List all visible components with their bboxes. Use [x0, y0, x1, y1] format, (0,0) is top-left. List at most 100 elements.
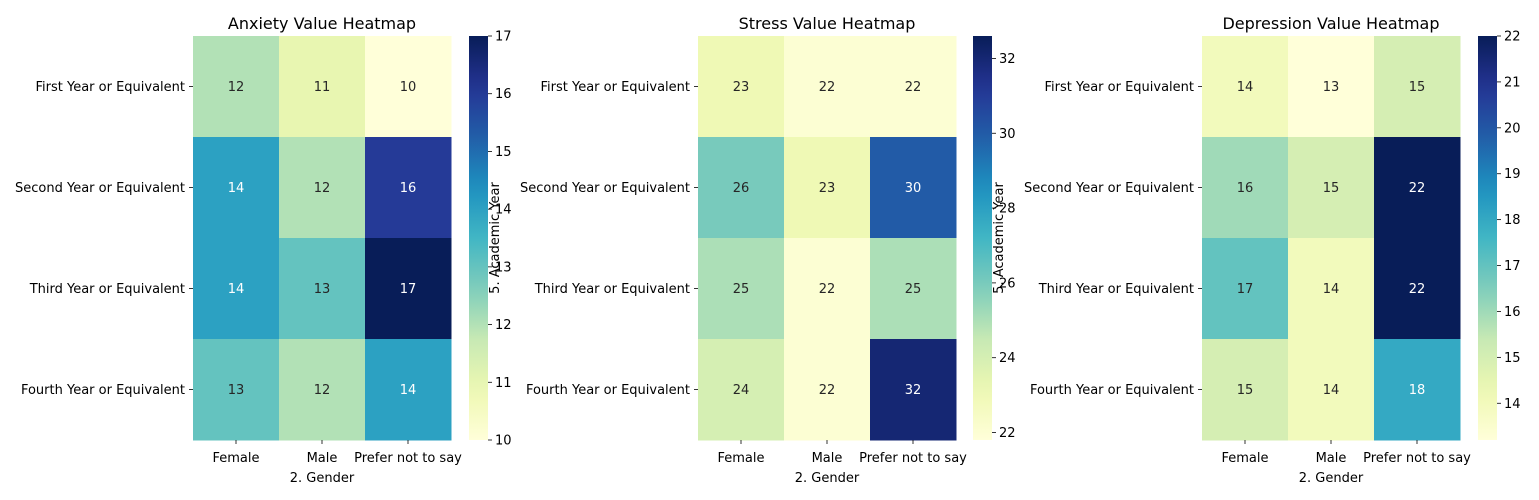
- heatmap-cell: [193, 36, 280, 138]
- cell-value-label: 17: [400, 282, 417, 297]
- heatmap-cell: [698, 36, 785, 138]
- cell-value-label: 16: [400, 181, 417, 196]
- heatmap-cell: [1202, 36, 1289, 138]
- colorbar-tick-label: 24: [999, 351, 1016, 366]
- x-tick-label: Prefer not to say: [1363, 451, 1471, 466]
- cell-value-label: 14: [1323, 383, 1340, 398]
- colorbar-tick-label: 30: [999, 127, 1016, 142]
- cell-value-label: 18: [1409, 383, 1426, 398]
- x-tick-label: Female: [717, 451, 764, 466]
- cell-value-label: 22: [1409, 282, 1426, 297]
- y-tick-label: Fourth Year or Equivalent: [21, 383, 185, 398]
- cell-value-label: 22: [1409, 181, 1426, 196]
- cell-value-label: 14: [1323, 282, 1340, 297]
- heatmap-cell: [1374, 36, 1461, 138]
- heatmap-cell: [870, 339, 957, 441]
- heatmap-cell: [1288, 36, 1375, 138]
- colorbar-tick-label: 11: [495, 376, 512, 391]
- cell-value-label: 22: [819, 383, 836, 398]
- heatmap-cell: [279, 36, 366, 138]
- y-tick-label: Third Year or Equivalent: [534, 282, 690, 297]
- y-axis-label: 5. Academic Year: [992, 182, 1007, 294]
- x-tick-label: Female: [212, 451, 259, 466]
- y-tick-label: First Year or Equivalent: [541, 80, 691, 95]
- x-tick-label: Female: [1221, 451, 1268, 466]
- heatmap-cell: [784, 339, 871, 441]
- cell-value-label: 10: [400, 80, 417, 95]
- colorbar-tick-label: 26: [999, 276, 1016, 291]
- colorbar-tick-label: 17: [495, 30, 512, 45]
- heatmap-cell: [870, 137, 957, 239]
- colorbar-tick-label: 18: [1504, 213, 1521, 228]
- x-tick-label: Prefer not to say: [859, 451, 967, 466]
- colorbar-tick-label: 21: [1504, 75, 1521, 90]
- cell-value-label: 23: [819, 181, 836, 196]
- heatmap-cell: [1374, 339, 1461, 441]
- cell-value-label: 24: [733, 383, 750, 398]
- cell-value-label: 16: [1237, 181, 1254, 196]
- colorbar-tick-label: 20: [1504, 121, 1521, 136]
- cell-value-label: 14: [1237, 80, 1254, 95]
- heatmap-cell: [1288, 339, 1375, 441]
- cell-value-label: 30: [905, 181, 922, 196]
- y-tick-label: Third Year or Equivalent: [1038, 282, 1194, 297]
- cell-value-label: 13: [1323, 80, 1340, 95]
- cell-value-label: 15: [1323, 181, 1340, 196]
- y-tick-label: Second Year or Equivalent: [1024, 181, 1194, 196]
- colorbar-tick-label: 10: [495, 434, 512, 449]
- heatmap-cell: [784, 238, 871, 340]
- y-tick-label: Third Year or Equivalent: [29, 282, 185, 297]
- cell-value-label: 11: [314, 80, 331, 95]
- heatmap-cell: [1374, 238, 1461, 340]
- x-tick-label: Male: [307, 451, 338, 466]
- heatmap-cell: [279, 238, 366, 340]
- heatmap-cell: [870, 36, 957, 138]
- heatmap-cell: [193, 137, 280, 239]
- cell-value-label: 26: [733, 181, 750, 196]
- y-tick-label: Fourth Year or Equivalent: [526, 383, 690, 398]
- x-axis-label: 2. Gender: [290, 471, 355, 486]
- heatmap-cell: [1202, 137, 1289, 239]
- cell-value-label: 17: [1237, 282, 1254, 297]
- heatmap-cell: [784, 137, 871, 239]
- heatmap-cell: [365, 339, 452, 441]
- cell-value-label: 22: [819, 80, 836, 95]
- heatmap-cell: [279, 339, 366, 441]
- colorbar-tick-label: 14: [495, 203, 512, 218]
- heatmap-cell: [365, 137, 452, 239]
- y-tick-label: First Year or Equivalent: [36, 80, 186, 95]
- cell-value-label: 12: [228, 80, 245, 95]
- x-tick-label: Male: [1316, 451, 1347, 466]
- x-axis-label: 2. Gender: [795, 471, 860, 486]
- colorbar-tick-label: 13: [495, 260, 512, 275]
- cell-value-label: 13: [228, 383, 245, 398]
- y-tick-label: Second Year or Equivalent: [520, 181, 690, 196]
- cell-value-label: 25: [733, 282, 750, 297]
- cell-value-label: 15: [1237, 383, 1254, 398]
- heatmap-panel-1: 12 11 10 14 12 16 14 13 17 13 12 14 Anxiety Value He…: [15, 14, 512, 486]
- heatmap-cell: [1374, 137, 1461, 239]
- panel-title: Anxiety Value Heatmap: [228, 14, 416, 33]
- colorbar-tick-label: 28: [999, 202, 1016, 217]
- colorbar: [1478, 36, 1497, 440]
- y-tick-label: Second Year or Equivalent: [15, 181, 185, 196]
- colorbar-tick-label: 16: [495, 87, 512, 102]
- colorbar-tick-label: 19: [1504, 167, 1521, 182]
- colorbar-tick-label: 17: [1504, 259, 1521, 274]
- heatmap-cell: [365, 238, 452, 340]
- colorbar-tick-label: 15: [495, 145, 512, 160]
- panel-title: Depression Value Heatmap: [1222, 14, 1439, 33]
- cell-value-label: 23: [733, 80, 750, 95]
- x-axis-label: 2. Gender: [1299, 471, 1364, 486]
- cell-value-label: 13: [314, 282, 331, 297]
- colorbar-tick-label: 15: [1504, 351, 1521, 366]
- y-tick-label: Fourth Year or Equivalent: [1030, 383, 1194, 398]
- cell-value-label: 15: [1409, 80, 1426, 95]
- heatmap-panel-2: 23 22 22 26 23 30 25 22 25 24 22 32 Stress Value Hea…: [520, 14, 1016, 486]
- cell-value-label: 25: [905, 282, 922, 297]
- colorbar-tick-label: 32: [999, 52, 1016, 67]
- heatmap-cell: [279, 137, 366, 239]
- heatmap-cell: [1288, 238, 1375, 340]
- y-axis-label: 5. Academic Year: [488, 182, 503, 294]
